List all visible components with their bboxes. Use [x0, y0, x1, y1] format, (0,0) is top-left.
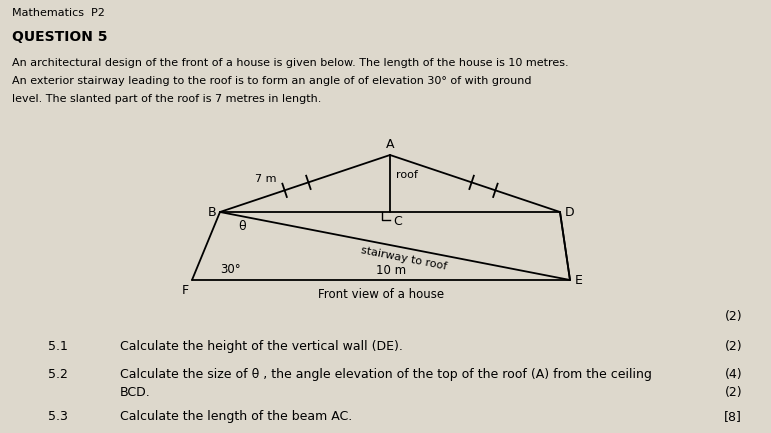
- Text: An exterior stairway leading to the roof is to form an angle of of elevation 30°: An exterior stairway leading to the roof…: [12, 76, 531, 86]
- Text: Calculate the height of the vertical wall (DE).: Calculate the height of the vertical wal…: [120, 340, 403, 353]
- Text: 10 m: 10 m: [376, 264, 406, 277]
- Text: Calculate the size of θ , the angle elevation of the top of the roof (A) from th: Calculate the size of θ , the angle elev…: [120, 368, 651, 381]
- Text: stairway to roof: stairway to roof: [360, 246, 448, 272]
- Text: Front view of a house: Front view of a house: [318, 288, 444, 301]
- Text: 5.2: 5.2: [48, 368, 68, 381]
- Text: QUESTION 5: QUESTION 5: [12, 30, 107, 44]
- Text: 5.3: 5.3: [48, 410, 68, 423]
- Text: Calculate the length of the beam AC.: Calculate the length of the beam AC.: [120, 410, 352, 423]
- Text: B: B: [207, 206, 216, 219]
- Text: 7 m: 7 m: [255, 174, 277, 184]
- Text: (2): (2): [725, 386, 742, 399]
- Text: C: C: [393, 215, 402, 228]
- Text: roof: roof: [396, 171, 418, 181]
- Text: (4): (4): [725, 368, 742, 381]
- Text: F: F: [182, 284, 189, 297]
- Text: θ: θ: [238, 220, 246, 233]
- Text: (2): (2): [725, 340, 742, 353]
- Text: 30°: 30°: [220, 263, 241, 276]
- Text: E: E: [575, 274, 583, 287]
- Text: 5.1: 5.1: [48, 340, 68, 353]
- Text: [8]: [8]: [724, 410, 742, 423]
- Text: level. The slanted part of the roof is 7 metres in length.: level. The slanted part of the roof is 7…: [12, 94, 322, 104]
- Text: D: D: [565, 206, 574, 219]
- Text: An architectural design of the front of a house is given below. The length of th: An architectural design of the front of …: [12, 58, 569, 68]
- Text: (2): (2): [725, 310, 742, 323]
- Text: BCD.: BCD.: [120, 386, 151, 399]
- Text: A: A: [386, 138, 394, 151]
- Text: Mathematics  P2: Mathematics P2: [12, 8, 105, 18]
